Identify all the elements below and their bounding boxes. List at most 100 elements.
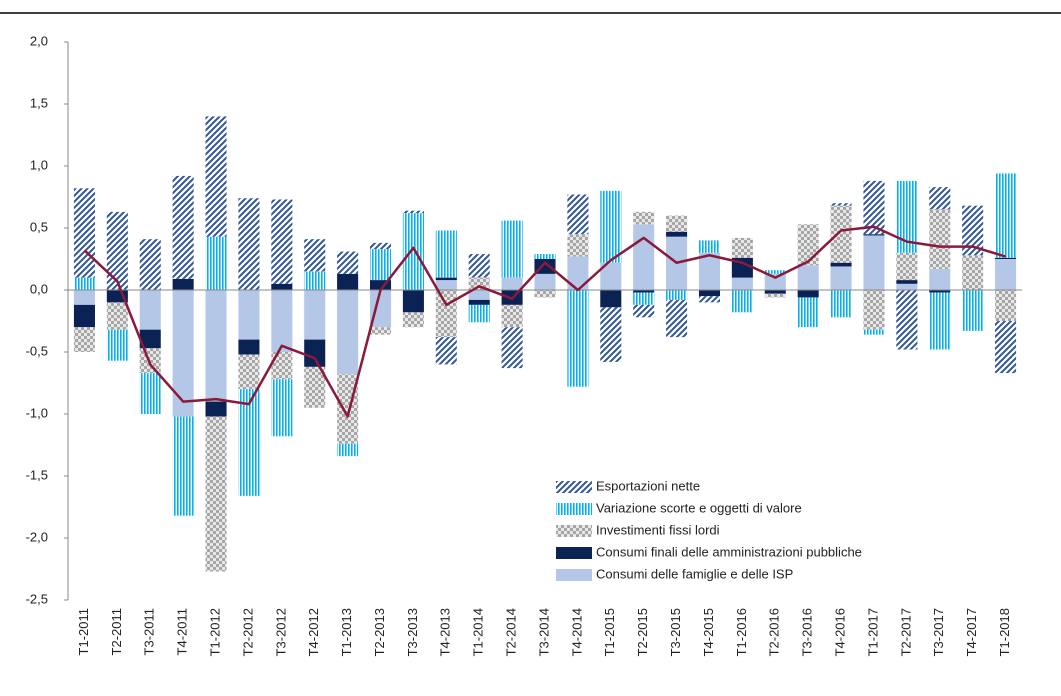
bar-segment bbox=[567, 194, 589, 235]
bar-segment bbox=[830, 266, 852, 290]
bar-segment bbox=[304, 271, 326, 290]
bar-segment bbox=[764, 293, 786, 298]
bar-segment bbox=[830, 203, 852, 206]
bar-segment bbox=[896, 252, 918, 281]
legend-label: Variazione scorte e oggetti di valore bbox=[596, 500, 802, 515]
bar-segment bbox=[205, 236, 227, 290]
bar-segment bbox=[863, 234, 885, 236]
x-tick-label: T3-2013 bbox=[405, 608, 420, 656]
x-tick-label: T1-2013 bbox=[339, 608, 354, 656]
bar-segment bbox=[402, 290, 424, 313]
bar-segment bbox=[304, 290, 326, 340]
bar-segment bbox=[139, 239, 161, 290]
bar-segment bbox=[633, 304, 655, 318]
bar-segment bbox=[896, 290, 918, 350]
bar-segment bbox=[205, 401, 227, 417]
bar-segment bbox=[863, 329, 885, 335]
bar-segment bbox=[797, 290, 819, 298]
bar-segment bbox=[501, 327, 523, 369]
legend-label: Esportazioni nette bbox=[596, 478, 700, 493]
y-tick-label: -2,5 bbox=[26, 591, 48, 606]
bar-segment bbox=[600, 190, 622, 263]
bar-segment bbox=[435, 290, 457, 338]
x-tick-label: T4-2011 bbox=[175, 608, 190, 655]
x-tick-label: T3-2012 bbox=[273, 608, 288, 656]
bar-segment bbox=[271, 283, 293, 290]
bar-segment bbox=[995, 321, 1017, 374]
bar-segment bbox=[534, 273, 556, 290]
bar-segment bbox=[797, 265, 819, 290]
y-tick-label: -1,0 bbox=[26, 405, 48, 420]
x-tick-label: T2-2012 bbox=[240, 608, 255, 656]
bar-segment bbox=[797, 297, 819, 328]
bar-segment bbox=[567, 234, 589, 257]
bar-segment bbox=[534, 290, 556, 298]
bar-segment bbox=[633, 211, 655, 225]
x-tick-label: T1-2016 bbox=[734, 608, 749, 656]
bar-segment bbox=[238, 198, 260, 290]
bar-segment bbox=[271, 352, 293, 380]
x-tick-label: T3-2014 bbox=[536, 608, 551, 656]
bar-segment bbox=[106, 211, 128, 290]
bar-segment bbox=[271, 290, 293, 352]
bar-segment bbox=[731, 290, 753, 313]
bar-segment bbox=[369, 280, 392, 290]
bar-segment bbox=[435, 230, 457, 278]
bar-segment bbox=[929, 292, 951, 350]
bar-segment bbox=[534, 254, 556, 259]
bar-segment bbox=[731, 237, 753, 258]
legend-swatch bbox=[556, 569, 592, 581]
bar-segment bbox=[764, 270, 786, 274]
bar-segment bbox=[238, 354, 260, 390]
bar-segment bbox=[830, 205, 852, 263]
bar-segment bbox=[698, 290, 721, 297]
bar-segment bbox=[468, 254, 490, 278]
bar-segment bbox=[238, 389, 260, 496]
bar-segment bbox=[304, 239, 326, 272]
y-tick-label: 2,0 bbox=[30, 33, 48, 48]
bar-segment bbox=[139, 329, 161, 349]
legend-label: Consumi delle famiglie e delle ISP bbox=[596, 566, 793, 581]
bar-segment bbox=[666, 290, 688, 300]
bar-segment bbox=[304, 339, 326, 367]
x-tick-label: T2-2013 bbox=[372, 608, 387, 656]
bar-segment bbox=[238, 290, 260, 340]
bar-segment bbox=[73, 304, 95, 328]
bar-segment bbox=[666, 231, 688, 237]
x-tick-label: T4-2014 bbox=[569, 608, 584, 656]
x-tick-label: T1-2018 bbox=[997, 608, 1012, 656]
bar-segment bbox=[172, 416, 194, 516]
bar-segment bbox=[369, 290, 392, 328]
bar-segment bbox=[633, 292, 655, 305]
bar-segment bbox=[73, 188, 95, 278]
bar-segment bbox=[402, 210, 424, 214]
x-tick-label: T1-2012 bbox=[207, 608, 222, 656]
bar-segment bbox=[666, 299, 688, 338]
bar-segment bbox=[139, 373, 161, 414]
bar-segment bbox=[73, 290, 95, 305]
bar-segment bbox=[929, 268, 951, 290]
bar-segment bbox=[567, 290, 589, 387]
legend-label: Consumi finali delle amministrazioni pub… bbox=[596, 544, 862, 559]
bar-segment bbox=[304, 366, 326, 408]
legend-swatch bbox=[556, 547, 592, 559]
bar-segment bbox=[501, 277, 523, 290]
bar-segment bbox=[271, 379, 293, 437]
bar-segment bbox=[73, 277, 95, 290]
bar-segment bbox=[929, 209, 951, 269]
bar-segment bbox=[435, 337, 457, 365]
bar-segment bbox=[698, 240, 721, 253]
x-tick-label: T4-2012 bbox=[306, 608, 321, 656]
bar-segment bbox=[337, 290, 359, 375]
line-series bbox=[83, 225, 1006, 418]
y-tick-label: 1,0 bbox=[30, 157, 48, 172]
bar-segment bbox=[863, 235, 885, 290]
legend-swatch bbox=[556, 525, 592, 537]
bar-segment bbox=[567, 256, 589, 290]
bar-segment bbox=[468, 304, 490, 323]
x-tick-label: T4-2017 bbox=[964, 608, 979, 656]
bar-segment bbox=[172, 290, 194, 417]
bar-segment bbox=[238, 339, 260, 355]
bar-segment bbox=[600, 290, 622, 308]
bar-segment bbox=[995, 259, 1017, 290]
